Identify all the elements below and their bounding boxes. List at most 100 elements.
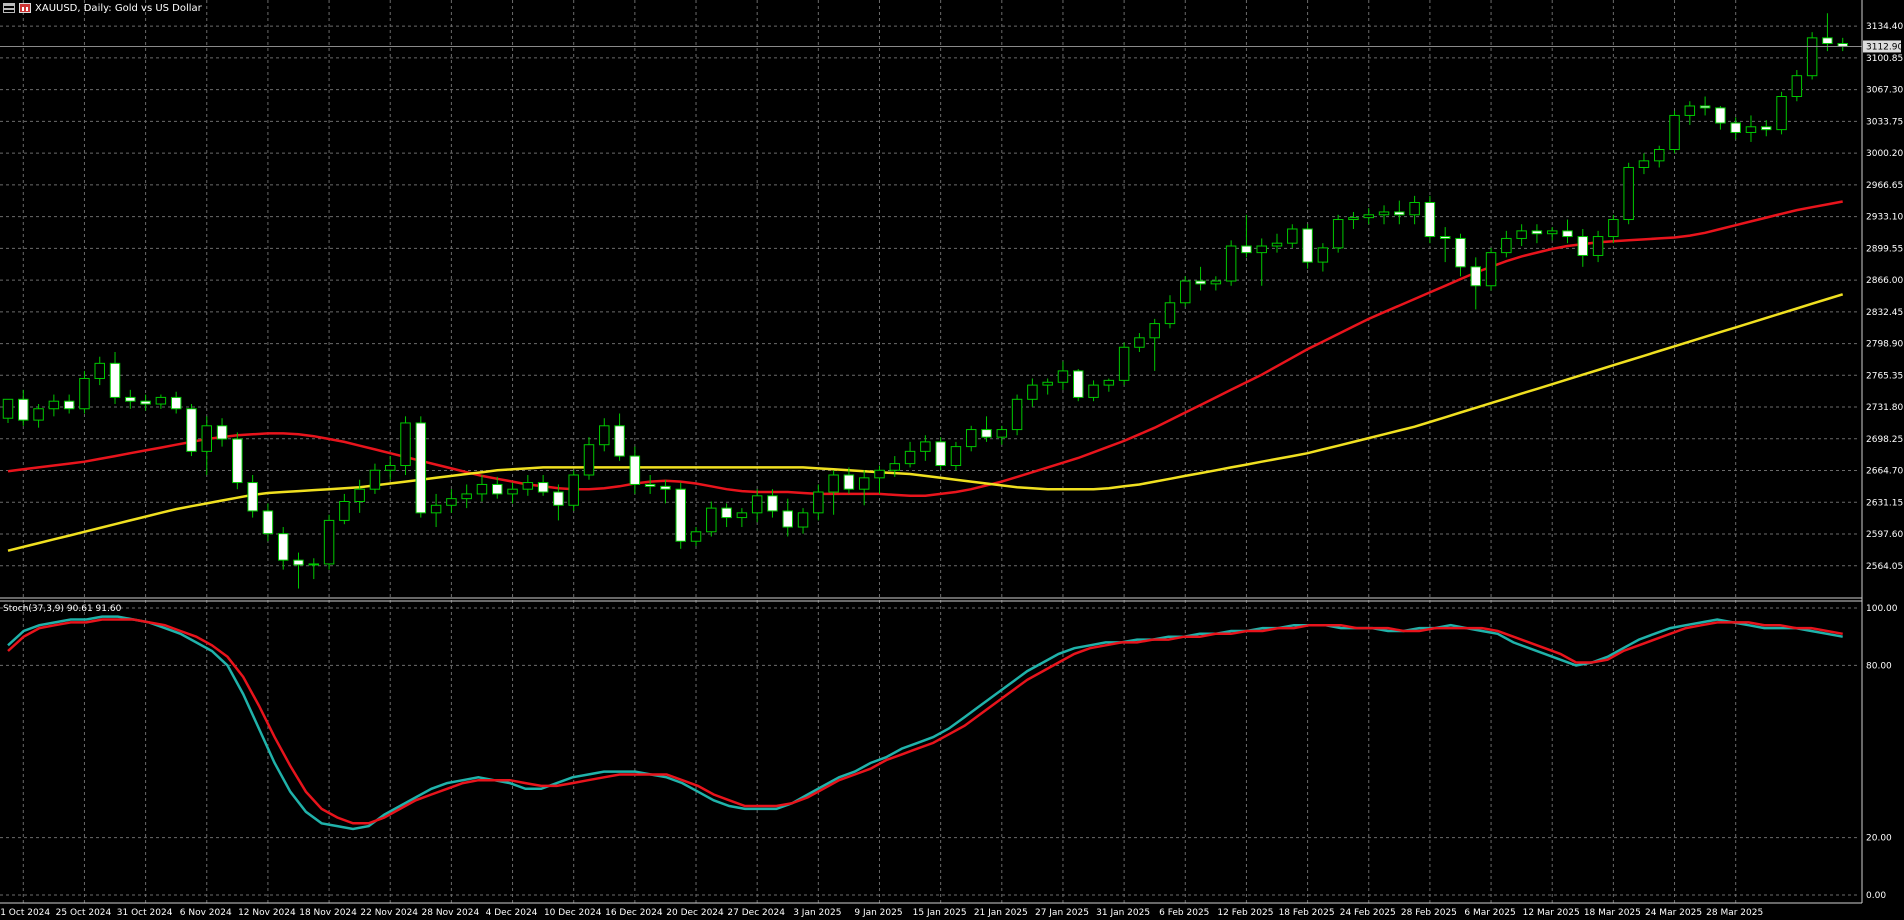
y-tick-label: 2664.70: [1866, 467, 1903, 477]
y-tick-label: 2564.05: [1866, 562, 1903, 572]
candle: [522, 474, 534, 496]
candle-body: [1378, 211, 1390, 216]
stoch-y-tick-label: 80.00: [1866, 661, 1892, 671]
candle-body: [522, 482, 534, 490]
moving-averages: [7, 200, 1844, 552]
candle-body: [690, 531, 702, 542]
candle-body: [1348, 217, 1359, 221]
candle: [1501, 230, 1512, 258]
candle: [1271, 233, 1283, 253]
x-tick-label: 24 Mar 2025: [1645, 908, 1702, 918]
candle: [1546, 227, 1558, 241]
y-tick-label: 2832.45: [1866, 308, 1903, 318]
candle: [186, 404, 197, 457]
candle: [1485, 247, 1497, 291]
candle: [1516, 224, 1527, 247]
candle-body: [1210, 280, 1222, 285]
x-tick-label: 18 Feb 2025: [1279, 908, 1335, 918]
candle: [1669, 110, 1680, 154]
candle-body: [858, 477, 870, 490]
candle: [675, 482, 686, 549]
candle: [1287, 224, 1298, 248]
candle: [1715, 105, 1726, 130]
candle-body: [889, 463, 901, 471]
x-tick-label: 28 Feb 2025: [1401, 908, 1457, 918]
candle-body: [1317, 247, 1329, 263]
candle: [1424, 195, 1436, 244]
candle-body: [1669, 114, 1680, 150]
candle: [232, 432, 243, 490]
candle: [721, 503, 732, 528]
x-tick-label: 12 Nov 2024: [238, 908, 296, 918]
candle-body: [79, 377, 90, 410]
menu-icon[interactable]: [3, 3, 15, 13]
candle: [1348, 211, 1359, 229]
candle: [1455, 233, 1466, 277]
candle-body: [996, 429, 1008, 438]
x-tick-label: 3 Jan 2025: [793, 908, 841, 918]
candle-body: [323, 519, 335, 565]
candle: [1791, 70, 1803, 102]
candle-body: [797, 512, 809, 528]
candle: [1439, 227, 1451, 263]
candle-body: [1409, 201, 1420, 216]
candle: [1761, 120, 1772, 137]
candle: [1103, 378, 1115, 392]
candle-body: [1577, 236, 1589, 256]
candle-body: [18, 398, 29, 421]
candle: [935, 437, 946, 471]
candlesticks: [2, 13, 1848, 589]
candle-body: [1332, 219, 1344, 249]
candle-body: [1837, 43, 1848, 47]
candle: [920, 435, 931, 461]
candle: [1210, 276, 1222, 291]
candle: [537, 474, 549, 496]
candle: [767, 489, 778, 518]
candle: [277, 527, 289, 570]
candle: [476, 474, 488, 502]
candle-body: [140, 400, 151, 405]
y-tick-label: 2798.90: [1866, 340, 1903, 350]
candle-body: [920, 441, 931, 452]
candle: [1378, 205, 1390, 225]
candle: [140, 394, 151, 411]
candle-body: [1531, 230, 1543, 235]
candle: [1241, 214, 1252, 258]
stoch-y-tick-label: 20.00: [1866, 834, 1892, 844]
candle-body: [1455, 237, 1466, 268]
current-price-label: 3112.90: [1866, 42, 1903, 52]
candle-body: [94, 362, 105, 379]
candle: [1027, 378, 1038, 407]
candle-body: [1225, 245, 1237, 282]
x-tick-label: 27 Dec 2024: [727, 908, 785, 918]
candle: [33, 404, 44, 428]
candle: [1623, 162, 1634, 225]
candle-body: [2, 398, 14, 419]
candle-body: [828, 474, 839, 493]
candle: [553, 484, 564, 521]
chart-type-icon[interactable]: [19, 3, 31, 13]
candle-body: [1424, 201, 1436, 238]
candle-body: [1302, 228, 1313, 263]
ma-line: [7, 200, 1843, 498]
x-tick-label: 24 Feb 2025: [1340, 908, 1396, 918]
candle: [308, 558, 320, 580]
candle: [950, 441, 962, 471]
candle-body: [232, 438, 243, 484]
x-tick-label: 20 Dec 2024: [666, 908, 724, 918]
candle-body: [660, 485, 671, 490]
y-tick-label: 3000.20: [1866, 149, 1903, 159]
candle-body: [400, 422, 411, 467]
candle: [461, 484, 472, 509]
candle: [1011, 394, 1023, 436]
candle: [216, 418, 228, 447]
candle: [293, 552, 304, 589]
candle: [507, 482, 518, 504]
candle: [996, 425, 1008, 445]
candle: [813, 484, 824, 521]
x-tick-label: 21 Oct 2024: [0, 908, 50, 918]
y-tick-label: 3134.40: [1866, 22, 1903, 32]
candle-body: [1057, 370, 1069, 383]
candle-body: [629, 455, 641, 485]
candle-body: [553, 491, 564, 506]
